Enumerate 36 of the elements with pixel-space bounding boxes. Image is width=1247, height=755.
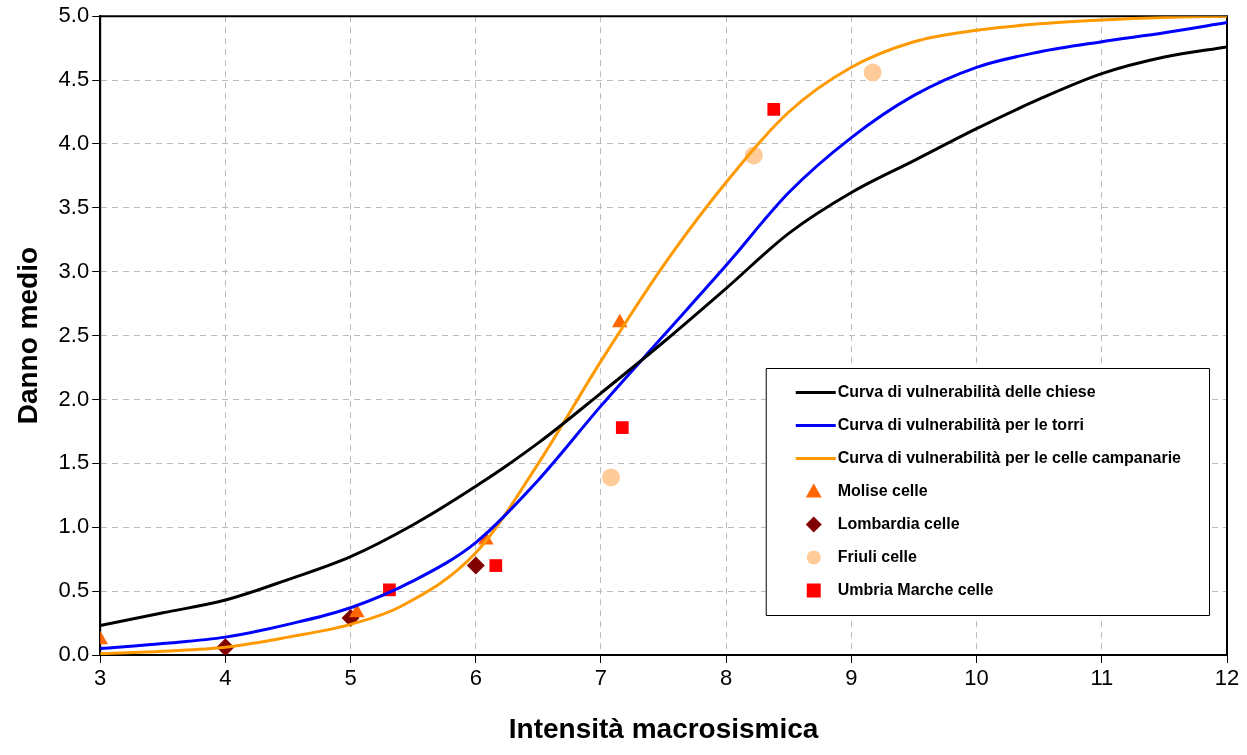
legend-label: Curva di vulnerabilità per le celle campanarie: [837, 448, 1182, 466]
x-tick-label: 8: [720, 665, 733, 691]
legend-label: Curva di vulnerabilità per le torri: [837, 415, 1085, 433]
y-tick-label: 5.0: [58, 2, 90, 28]
point: [466, 556, 485, 575]
point: [489, 559, 503, 572]
y-tick-label: 1.0: [58, 513, 90, 539]
y-tick-label: 0.0: [58, 641, 90, 667]
y-tick-label: 2.0: [58, 385, 90, 411]
x-tick-label: 9: [845, 665, 858, 691]
x-tick-label: 10: [964, 665, 989, 691]
x-axis-title: Intensità macrosismica: [508, 712, 819, 744]
y-tick-label: 0.5: [58, 577, 90, 603]
y-axis-title: Danno medio: [11, 246, 43, 425]
y-tick-label: 3.5: [58, 193, 90, 219]
x-tick-label: 4: [219, 665, 232, 691]
x-tick-label: 11: [1090, 665, 1114, 691]
point: [602, 468, 621, 487]
point: [767, 103, 781, 116]
x-tick-label: 6: [469, 665, 482, 691]
point: [863, 63, 882, 82]
legend-label: Molise celle: [837, 481, 928, 499]
legend-label: Curva di vulnerabilità delle chiese: [837, 382, 1096, 400]
y-tick-label: 1.5: [58, 449, 90, 475]
x-tick-label: 7: [594, 665, 608, 691]
legend-label: Umbria Marche celle: [837, 580, 994, 598]
y-tick-label: 3.0: [58, 257, 90, 283]
x-tick-label: 5: [344, 665, 357, 691]
y-tick-label: 2.5: [58, 321, 90, 347]
point: [615, 421, 629, 434]
legend-label: Friuli celle: [837, 547, 917, 565]
x-tick-label: 3: [94, 665, 107, 691]
x-tick-label: 12: [1214, 665, 1240, 691]
y-tick-label: 4.0: [58, 130, 90, 156]
y-tick-label: 4.5: [58, 66, 90, 92]
legend-label: Lombardia celle: [837, 514, 960, 532]
